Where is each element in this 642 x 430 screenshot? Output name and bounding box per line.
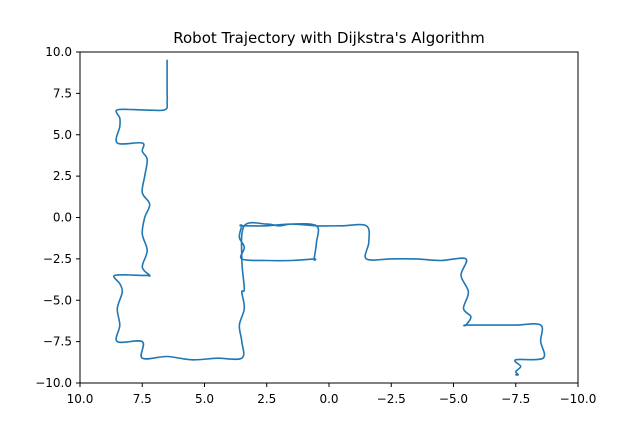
series-line-trajectory (113, 59, 546, 376)
x-tick-label: 5.0 (195, 392, 214, 406)
y-tick-label: 5.0 (53, 128, 72, 142)
x-tick-label: −7.5 (501, 392, 530, 406)
y-tick-label: 2.5 (53, 169, 72, 183)
x-tick-label: −2.5 (377, 392, 406, 406)
y-tick-label: −10.0 (35, 376, 72, 390)
x-tick-label: 0.0 (319, 392, 338, 406)
axes-frame (79, 51, 579, 384)
y-tick-label: −5.0 (43, 293, 72, 307)
x-tick-label: 10.0 (67, 392, 94, 406)
y-tick-label: −7.5 (43, 335, 72, 349)
y-tick-label: 7.5 (53, 86, 72, 100)
chart-title: Robot Trajectory with Dijkstra's Algorit… (173, 29, 485, 47)
y-tick-label: −2.5 (43, 252, 72, 266)
x-tick-label: 2.5 (257, 392, 276, 406)
y-tick-label: 0.0 (53, 211, 72, 225)
y-axis-ticks: 10.0 7.5 5.0 2.5 0.0 −2.5 −5.0 −7.5 −10.0 (35, 45, 80, 390)
x-tick-label: −10.0 (560, 392, 597, 406)
x-tick-label: −5.0 (439, 392, 468, 406)
x-tick-label: 7.5 (133, 392, 152, 406)
x-axis-ticks: 10.0 7.5 5.0 2.5 0.0 −2.5 −5.0 −7.5 −10.0 (67, 383, 597, 406)
y-tick-label: 10.0 (45, 45, 72, 59)
